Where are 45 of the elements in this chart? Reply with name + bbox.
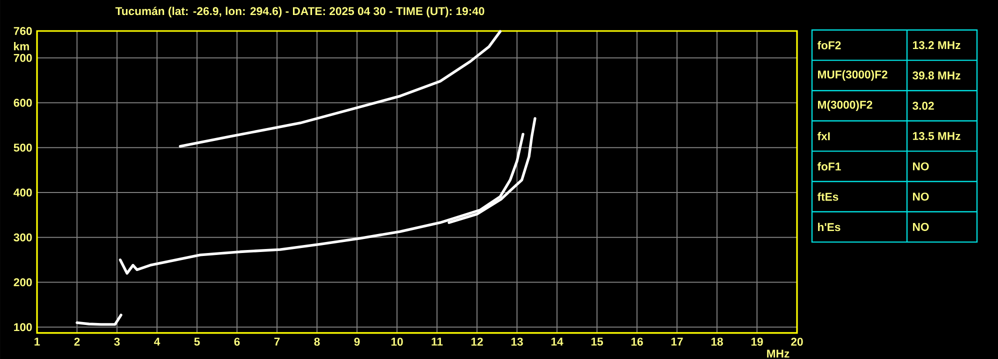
category-label: foF2 [817, 40, 841, 50]
x-tick-label: 5 [194, 338, 200, 346]
x-tick-label: 15 [591, 338, 603, 346]
text: NO [913, 192, 929, 201]
x-tick-label: 3 [114, 338, 120, 346]
y-tick-label: 400 [14, 188, 32, 197]
text: 3.02 [912, 102, 934, 110]
y-tick-label: 600 [14, 98, 32, 107]
x-tick-label: 10 [391, 338, 403, 346]
x-tick-label: 20 [791, 338, 803, 346]
chart-title: Tucumán (lat: -26.9, lon: 294.6) - DATE: 2025 04 30 - TIME (UT): 19:40 [115, 6, 484, 18]
category-label: fxI [817, 132, 830, 140]
text: 39.8 MHz [912, 71, 960, 80]
category-label: M(3000)F2 [818, 100, 872, 112]
x-axis-title: MHz [767, 350, 790, 358]
x-tick-label: 2 [74, 338, 80, 346]
x-tick-label: 18 [711, 338, 723, 346]
y-tick-label: 760 [14, 26, 32, 35]
text: 13.2 MHz [912, 41, 960, 50]
x-tick-label: 19 [751, 338, 763, 346]
text: NO [913, 162, 929, 170]
x-tick-label: 6 [234, 338, 240, 346]
y-tick-label: 100 [14, 323, 32, 332]
y-tick-label: 200 [14, 278, 32, 286]
x-tick-label: 12 [471, 338, 483, 346]
x-tick-label: 8 [314, 338, 320, 346]
x-tick-label: 14 [551, 338, 564, 346]
category-label: ftEs [817, 192, 838, 201]
text: 13.5 MHz [912, 132, 960, 140]
x-tick-label: 16 [631, 338, 643, 346]
x-tick-label: 17 [671, 338, 683, 346]
x-tick-label: 13 [511, 338, 523, 346]
y-tick-label: 500 [14, 144, 32, 152]
x-tick-label: 9 [354, 338, 360, 346]
y-axis-title: km [14, 42, 29, 50]
x-tick-label: 4 [154, 338, 160, 346]
text: NO [913, 222, 929, 231]
x-tick-label: 11 [432, 338, 443, 346]
category-label: MUF(3000)F2 [818, 70, 888, 81]
x-tick-label: 1 [34, 338, 40, 346]
y-tick-label: 300 [14, 233, 32, 242]
category-label: h'Es [818, 222, 840, 232]
category-label: foF1 [817, 162, 841, 170]
y-tick-label: 700 [14, 54, 32, 62]
x-tick-label: 7 [274, 338, 280, 346]
